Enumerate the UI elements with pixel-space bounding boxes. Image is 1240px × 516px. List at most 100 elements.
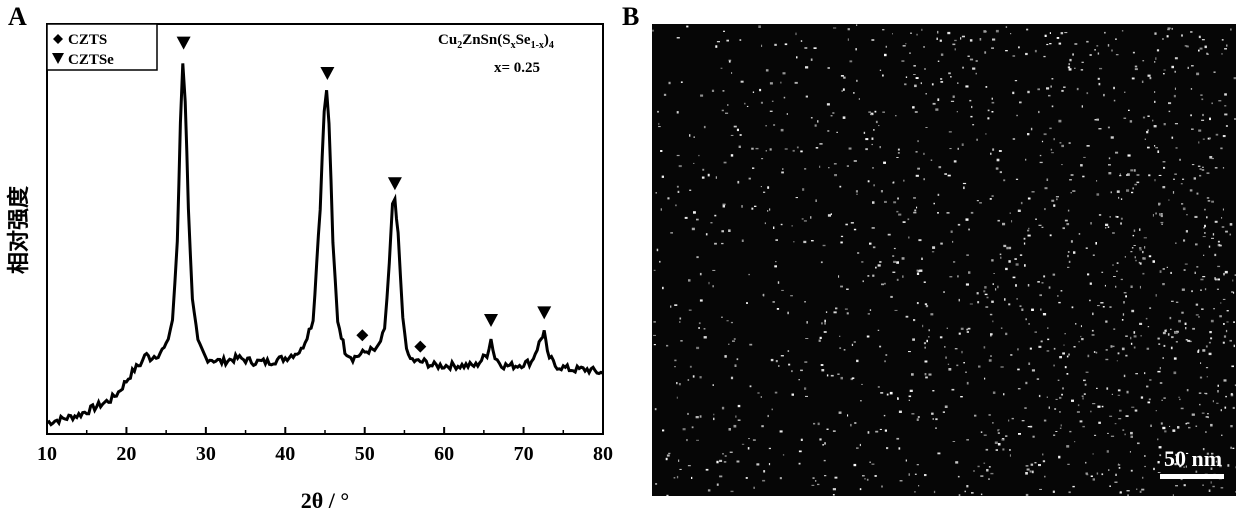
tem-particle (880, 392, 884, 394)
tem-particle (989, 313, 993, 316)
tem-particle (796, 146, 799, 149)
tem-particle (916, 302, 919, 305)
tem-particle (1108, 172, 1112, 175)
tem-particle (1038, 110, 1040, 114)
tem-particle (695, 416, 699, 419)
tem-particle (1181, 203, 1184, 205)
tem-particle (1031, 308, 1034, 311)
tem-particle (737, 180, 740, 184)
tem-particle (916, 272, 920, 275)
scale-bar-line (1160, 474, 1224, 479)
tem-particle (871, 463, 875, 465)
tem-particle (1011, 220, 1013, 223)
tem-particle (826, 374, 829, 377)
tem-particle (1131, 247, 1134, 249)
tem-particle (1202, 166, 1204, 168)
tem-particle (1048, 286, 1051, 289)
tem-particle (779, 430, 783, 433)
tem-particle (1172, 494, 1174, 496)
tem-particle (1163, 73, 1165, 75)
tem-particle (1101, 271, 1104, 273)
tem-particle (1062, 387, 1064, 390)
tem-particle (1025, 381, 1028, 385)
tem-particle (1118, 196, 1120, 199)
tem-particle (990, 334, 992, 337)
tem-particle (1043, 419, 1047, 422)
tem-particle (1001, 438, 1004, 441)
tem-particle (810, 216, 812, 219)
tem-particle (1090, 222, 1092, 225)
tem-particle (1083, 379, 1086, 382)
tem-particle (869, 461, 871, 463)
tem-particle (730, 134, 734, 136)
tem-particle (850, 423, 852, 427)
tem-particle (780, 81, 782, 84)
tem-particle (983, 462, 986, 464)
tem-particle (950, 100, 955, 102)
tem-particle (1068, 68, 1072, 71)
tem-particle (1218, 100, 1222, 102)
tem-particle (1082, 397, 1084, 400)
tem-particle (800, 40, 803, 42)
tem-particle (1118, 467, 1121, 469)
tem-particle (784, 148, 788, 150)
tem-particle (687, 412, 689, 415)
tem-particle (967, 327, 971, 330)
tem-particle (861, 383, 863, 385)
tem-particle (1098, 82, 1101, 86)
tem-particle (915, 151, 918, 153)
tem-particle (1225, 125, 1228, 127)
tem-particle (736, 358, 739, 361)
tem-particle (1080, 69, 1084, 71)
tem-particle (1183, 484, 1186, 487)
tem-particle (1015, 178, 1019, 180)
tem-particle (994, 441, 998, 444)
tem-particle (1059, 396, 1062, 399)
tem-particle (997, 285, 999, 289)
tem-particle (1186, 45, 1189, 48)
tem-particle (1157, 438, 1159, 441)
tem-particle (705, 468, 709, 471)
tem-particle (833, 27, 837, 29)
tem-particle (957, 275, 959, 278)
tem-particle (979, 202, 982, 204)
tem-particle (688, 309, 692, 311)
tem-particle (1062, 227, 1065, 230)
tem-particle (1172, 429, 1176, 432)
tem-particle (1067, 254, 1069, 258)
tem-particle (1171, 136, 1174, 139)
tem-particle (1196, 192, 1199, 195)
tem-particle (1166, 35, 1169, 38)
tem-particle (1053, 204, 1056, 207)
tem-particle (1216, 288, 1219, 290)
tem-particle (1046, 87, 1050, 90)
tem-particle (732, 340, 735, 342)
tem-particle (780, 223, 783, 226)
tem-particle (949, 148, 952, 150)
tem-particle (1215, 460, 1218, 463)
tem-particle (1217, 243, 1219, 247)
tem-particle (774, 391, 778, 394)
tem-particle (1197, 350, 1200, 353)
tem-particle (1027, 284, 1030, 287)
tem-particle (828, 167, 830, 169)
tem-particle (978, 365, 981, 368)
tem-particle (1058, 119, 1062, 123)
tem-particle (1049, 43, 1052, 45)
tem-particle (722, 90, 725, 92)
tem-particle (680, 81, 683, 83)
tem-particle (1075, 323, 1077, 325)
scale-bar: 50 nm (1158, 446, 1228, 486)
tem-particle (933, 202, 935, 205)
tem-particle (1101, 405, 1104, 408)
tem-particle (1136, 174, 1140, 176)
tem-particle (721, 316, 723, 318)
tem-particle (1181, 288, 1185, 291)
tem-particle (782, 168, 784, 170)
tem-particle (1081, 338, 1084, 341)
tem-particle (1234, 118, 1236, 120)
tem-particle (863, 131, 866, 134)
tem-particle (1142, 116, 1146, 119)
tem-particle (1235, 491, 1236, 493)
tem-particle (1113, 276, 1116, 277)
